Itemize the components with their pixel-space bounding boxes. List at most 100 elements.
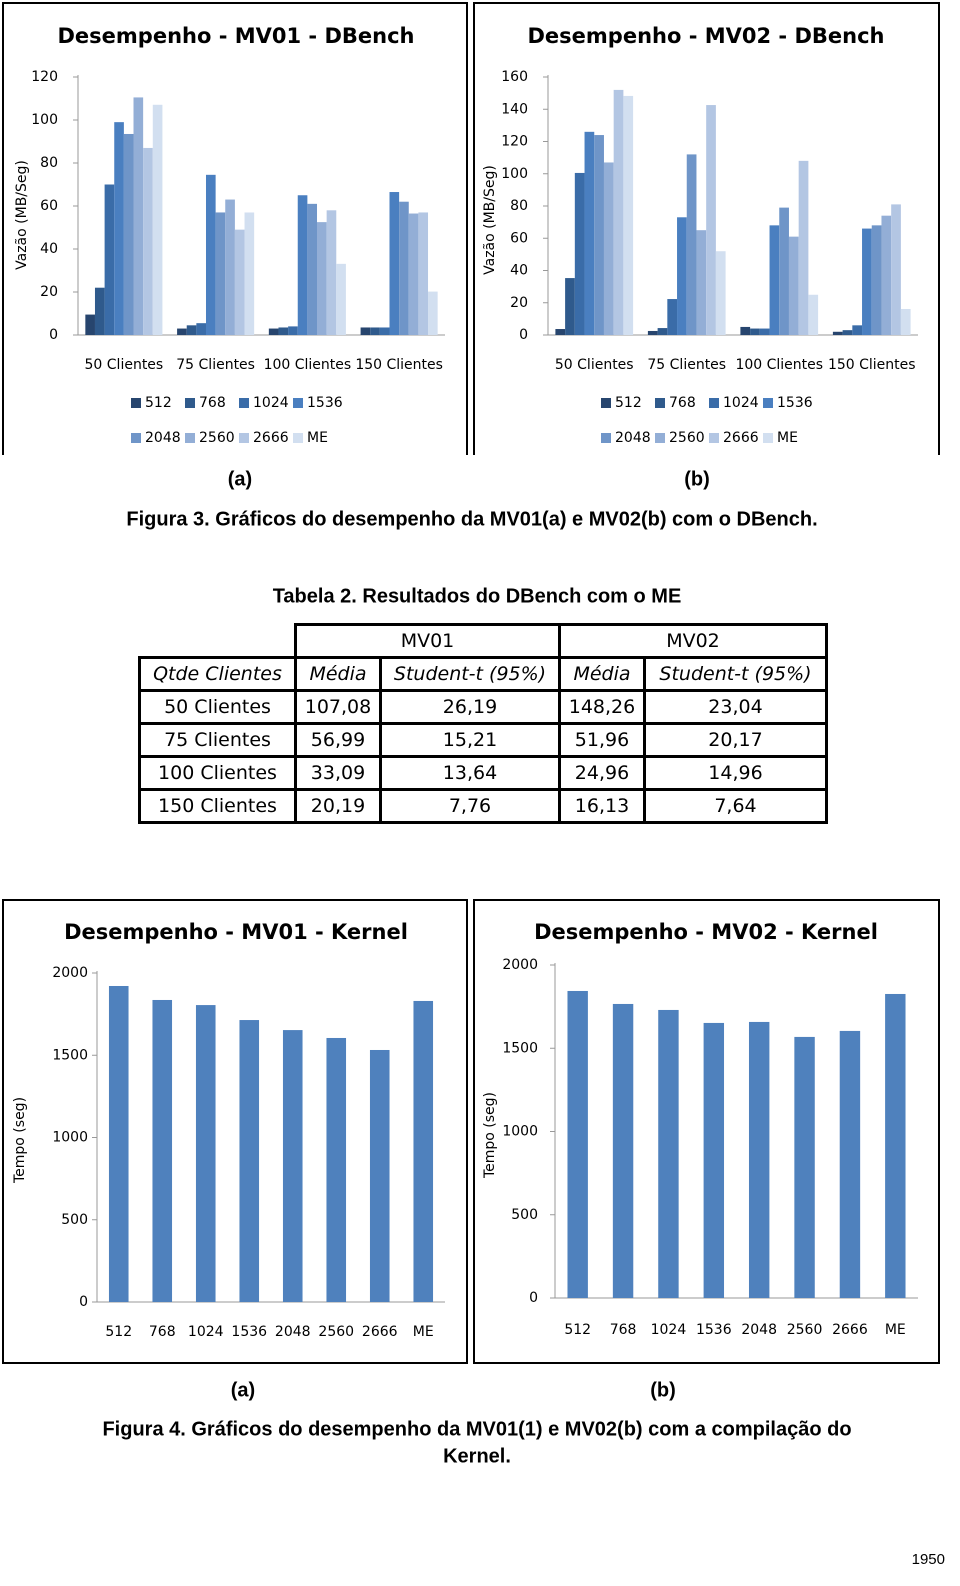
legend-label: 512 (615, 395, 642, 411)
legend-swatch (601, 433, 611, 443)
table-cell: 51,96 (558, 722, 646, 758)
bar (389, 192, 400, 335)
x-tick-label: 50 Clientes (85, 357, 164, 373)
table-cell: 20,17 (643, 722, 828, 758)
y-tick-label: 500 (511, 1207, 538, 1223)
y-tick-label: 80 (40, 155, 58, 171)
bar (623, 95, 634, 335)
legend-swatch (239, 398, 249, 408)
table-cell: 13,64 (379, 755, 561, 791)
y-tick-label: 500 (61, 1212, 88, 1228)
legend-label: 1536 (307, 395, 343, 411)
y-tick-label: 2000 (52, 965, 88, 981)
chart-title: Desempenho - MV01 - Kernel (64, 920, 408, 944)
bar (326, 210, 337, 335)
x-tick-label: 100 Clientes (264, 357, 352, 373)
y-axis-label: Vazão (MB/Seg) (14, 160, 30, 270)
x-tick-label: 75 Clientes (647, 357, 726, 373)
x-tick-label: 2048 (741, 1322, 777, 1338)
x-tick-label: 1024 (651, 1322, 687, 1338)
bar (288, 326, 298, 335)
x-tick-label: 150 Clientes (828, 357, 916, 373)
bar (413, 1000, 434, 1302)
y-tick-label: 100 (31, 112, 58, 128)
legend-swatch (709, 398, 719, 408)
bar (574, 172, 585, 335)
bar (748, 1021, 770, 1298)
subfigure-label: (a) (228, 468, 252, 490)
y-tick-label: 2000 (502, 957, 538, 973)
table-cell: 20,19 (294, 788, 382, 824)
bar (114, 122, 124, 336)
legend-label: 2666 (723, 430, 759, 446)
bar (862, 228, 872, 335)
legend-label: 2666 (253, 430, 289, 446)
table-cell (139, 624, 297, 659)
x-tick-label: 512 (564, 1322, 591, 1338)
bar (307, 203, 318, 335)
legend-label: 1536 (777, 395, 813, 411)
subfigure-label: (a) (231, 1379, 255, 1401)
bar (239, 1020, 260, 1302)
bar (885, 993, 906, 1298)
bar (268, 328, 279, 335)
legend-label: 2560 (669, 430, 705, 446)
bar (584, 131, 595, 335)
bar (418, 212, 429, 335)
bar (740, 326, 751, 335)
table-header: Média (294, 656, 382, 692)
x-tick-label: 2666 (362, 1324, 398, 1340)
bar (798, 160, 809, 335)
subfigure-label: (b) (684, 468, 710, 490)
y-tick-label: 20 (40, 284, 58, 300)
table-cell: 7,76 (379, 788, 561, 824)
y-tick-label: 160 (501, 69, 528, 85)
bar (839, 1030, 861, 1298)
bar (832, 331, 843, 335)
bar (282, 1030, 303, 1302)
legend-swatch (293, 398, 303, 408)
x-tick-label: 75 Clientes (176, 357, 255, 373)
legend-swatch (131, 398, 141, 408)
bar (317, 222, 327, 335)
table-header: Qtde Clientes (138, 656, 297, 692)
bar (225, 199, 235, 335)
x-tick-label: 2048 (275, 1324, 311, 1340)
bar (759, 328, 770, 335)
chart-border (2, 2, 468, 455)
bar (408, 213, 419, 335)
y-tick-label: 0 (79, 1294, 88, 1310)
legend-swatch (763, 433, 773, 443)
y-tick-label: 120 (31, 69, 58, 85)
bar (186, 325, 197, 335)
x-tick-label: 150 Clientes (355, 357, 443, 373)
bar (108, 985, 129, 1302)
figure-caption: Figura 3. Gráficos do desempenho da MV01… (126, 508, 817, 530)
chart-title: Desempenho - MV02 - Kernel (534, 920, 878, 944)
legend-label: ME (777, 430, 798, 446)
x-tick-label: 512 (105, 1324, 132, 1340)
x-tick-label: 1024 (188, 1324, 224, 1340)
bar (647, 330, 658, 335)
y-tick-label: 1000 (52, 1130, 88, 1146)
bar (234, 229, 245, 335)
bar (379, 327, 390, 335)
bar (85, 314, 95, 335)
y-tick-label: 20 (510, 295, 528, 311)
y-tick-label: 80 (510, 198, 528, 214)
bar (769, 225, 780, 335)
table-header: Student-t (95%) (643, 656, 828, 692)
bar (360, 327, 371, 335)
y-tick-label: 140 (501, 101, 528, 117)
bar (278, 327, 289, 335)
x-tick-label: 100 Clientes (735, 357, 823, 373)
table-row: 75 Clientes 56,99 15,21 51,96 20,17 (138, 722, 828, 758)
bar (94, 287, 105, 335)
bar (779, 207, 789, 335)
table-row: 150 Clientes 20,19 7,76 16,13 7,64 (138, 788, 828, 824)
bar (703, 1022, 725, 1298)
bar (123, 133, 134, 335)
x-tick-label: 2560 (787, 1322, 823, 1338)
bar (370, 327, 380, 335)
